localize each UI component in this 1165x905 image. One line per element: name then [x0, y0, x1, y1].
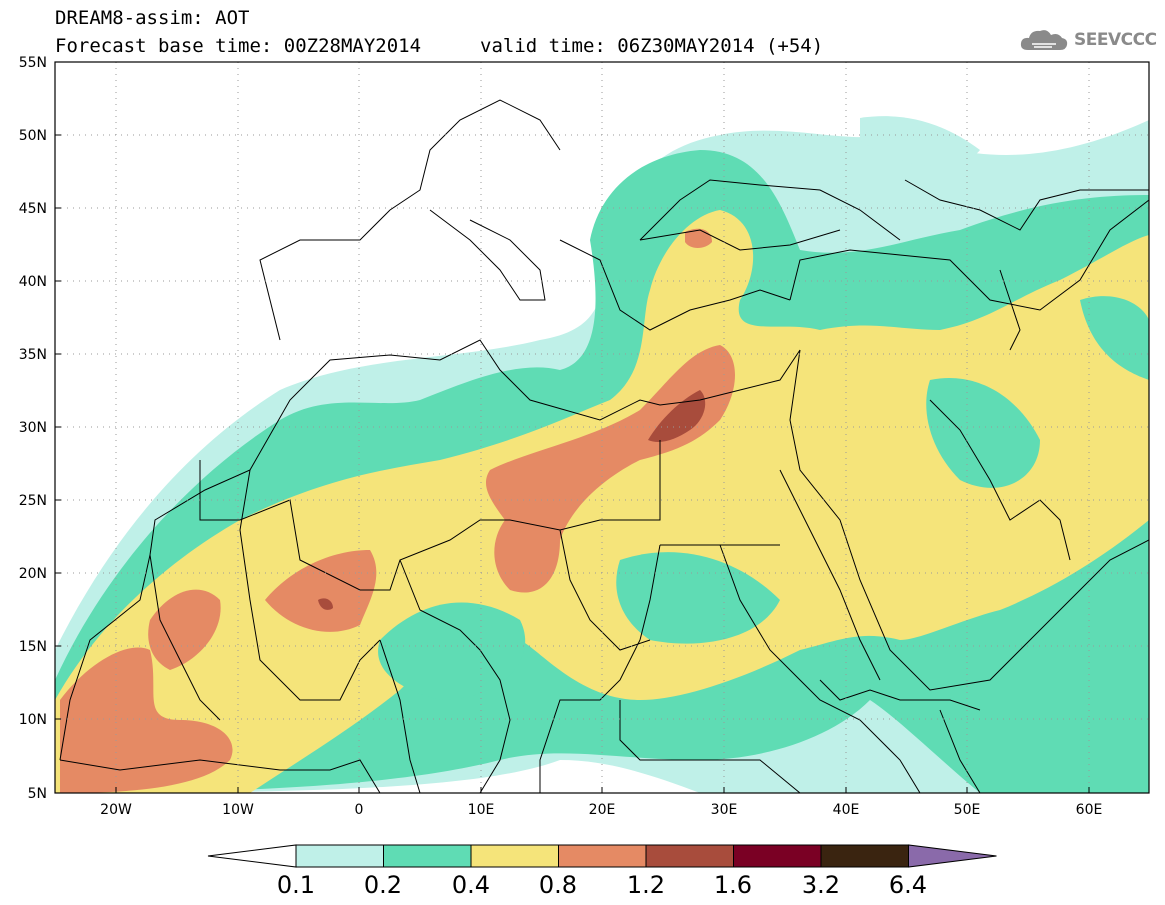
lon-label: 40E — [833, 802, 860, 818]
colorbar-arrow-high — [908, 844, 997, 868]
lon-label: 20E — [589, 802, 616, 818]
lon-label: 10E — [468, 802, 495, 818]
lat-label: 25N — [19, 493, 47, 509]
colorbar-label: 1.6 — [714, 871, 752, 899]
lon-label: 20W — [100, 802, 132, 818]
lat-label: 10N — [19, 712, 47, 728]
lon-label: 10W — [222, 802, 254, 818]
base-time-label: Forecast base time: 00Z28MAY2014 — [55, 35, 422, 57]
colorbar-label: 6.4 — [889, 871, 927, 899]
colorbar-segment — [470, 844, 559, 868]
colorbar-label: 0.8 — [539, 871, 577, 899]
lat-label: 15N — [19, 639, 47, 655]
aot-band-0.8 — [485, 345, 735, 593]
logo-text: SEEVCCC — [1074, 30, 1157, 50]
lat-label: 45N — [19, 201, 47, 217]
colorbar-label: 0.1 — [277, 871, 315, 899]
colorbar-label: 1.2 — [627, 871, 665, 899]
aot-band-0.4 — [55, 210, 1149, 793]
colorbar — [207, 844, 997, 868]
lat-label: 35N — [19, 347, 47, 363]
cloud-icon — [1020, 30, 1068, 50]
coastlines — [59, 99, 1149, 793]
lat-label: 55N — [19, 55, 47, 71]
axis-ticks — [55, 61, 1090, 793]
lat-label: 30N — [19, 420, 47, 436]
colorbar-arrow-low — [207, 844, 297, 868]
colorbar-segment — [295, 844, 384, 868]
colorbar-segment — [645, 844, 734, 868]
colorbar-label: 0.4 — [452, 871, 490, 899]
valid-time-label: valid time: 06Z30MAY2014 (+54) — [480, 35, 824, 57]
aot-field — [55, 116, 1149, 793]
colorbar-segment — [733, 844, 822, 868]
lat-label: 20N — [19, 566, 47, 582]
colorbar-segment — [820, 844, 909, 868]
lat-label: 50N — [19, 128, 47, 144]
lon-label: 50E — [954, 802, 981, 818]
lat-label: 40N — [19, 274, 47, 290]
colorbar-segment — [558, 844, 647, 868]
map-grid — [55, 62, 1149, 793]
colorbar-label: 0.2 — [364, 871, 402, 899]
map-title: DREAM8-assim: AOT — [55, 7, 250, 29]
lon-label: 60E — [1076, 802, 1103, 818]
lat-label: 5N — [28, 786, 47, 802]
aot-band-1.2 — [648, 390, 706, 442]
lon-label: 30E — [711, 802, 738, 818]
lon-label: 0 — [355, 802, 364, 818]
colorbar-label: 3.2 — [802, 871, 840, 899]
seevccc-logo: SEEVCCC — [1018, 26, 1157, 54]
lat-labels: 55N 50N 45N 40N 35N 30N 25N 20N 15N 10N … — [19, 55, 47, 802]
colorbar-labels: 0.1 0.2 0.4 0.8 1.2 1.6 3.2 6.4 — [277, 871, 927, 899]
lon-labels: 20W 10W 0 10E 20E 30E 40E 50E 60E — [100, 802, 1102, 818]
colorbar-segment — [383, 844, 472, 868]
